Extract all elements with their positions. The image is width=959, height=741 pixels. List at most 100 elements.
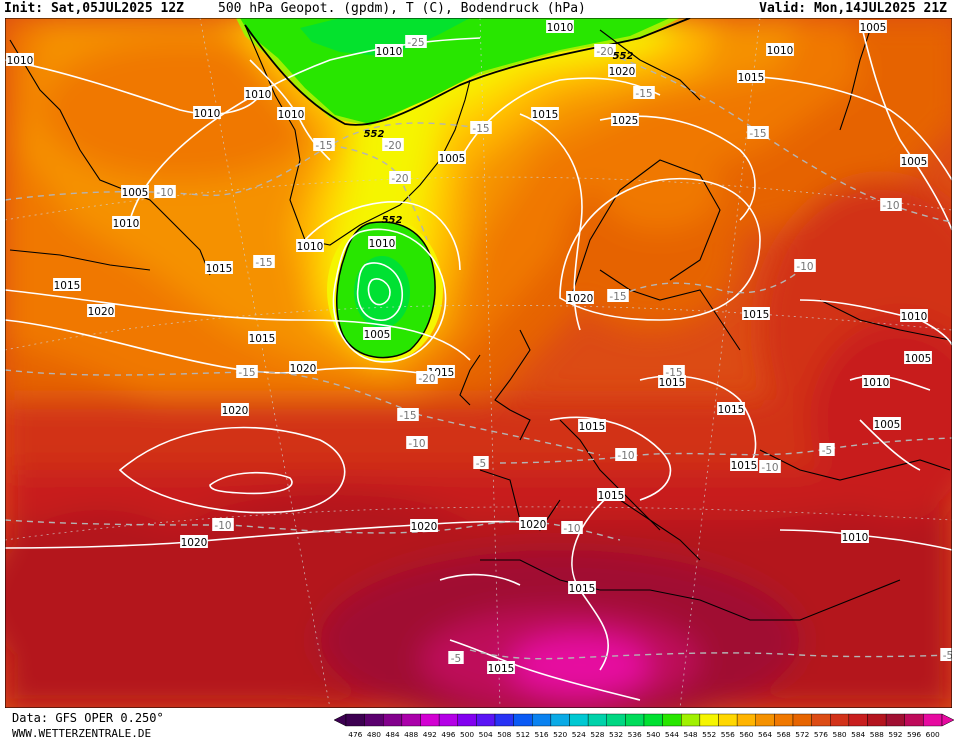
scale-color-cell	[401, 713, 421, 727]
isobar-label: 1020	[608, 64, 636, 78]
isobar-label-text: 1015	[718, 404, 745, 416]
isobar-label: 1015	[717, 402, 745, 416]
isotherm-label-text: -20	[418, 373, 435, 385]
color-scale-legend: 476 480 484 488 492 496 500 504 508 512 516 520 524 5…	[334, 713, 955, 739]
isotherm-label-text: -15	[472, 123, 489, 135]
scale-tick-label: 532	[609, 730, 623, 739]
isobar-label-text: 1005	[901, 156, 928, 168]
isobar-label: 1010	[244, 87, 272, 101]
isotherm-label: -15	[397, 408, 419, 422]
isotherm-label: -15	[253, 255, 275, 269]
isobar-label-text: 1015	[488, 663, 515, 675]
isobar-label: 1015	[248, 331, 276, 345]
isobar-label: 1005	[859, 20, 887, 34]
isobar-label-text: 1015	[579, 421, 606, 433]
isobar-label: 1005	[873, 417, 901, 431]
isobar-label: 1015	[742, 307, 770, 321]
isobar-label-text: 1020	[181, 537, 208, 549]
scale-tick-label: 568	[777, 730, 791, 739]
scale-tick-label: 536	[628, 730, 642, 739]
scale-color-cell	[792, 713, 812, 727]
isobar-label: 1015	[597, 488, 625, 502]
isobar-label-text: 1015	[532, 109, 559, 121]
map-title: 500 hPa Geopot. (gpdm), T (C), Bodendruc…	[218, 1, 586, 16]
scale-color-cell	[345, 713, 365, 727]
isotherm-label: -15	[236, 365, 258, 379]
scale-tick-label: 556	[721, 730, 735, 739]
isobar-label: 1020	[566, 291, 594, 305]
scale-color-cell	[755, 713, 775, 727]
scale-right-arrow	[941, 713, 955, 727]
isobar-label-text: 1010	[7, 55, 34, 67]
scale-color-cell	[736, 713, 756, 727]
isobar-label-text: 1020	[222, 405, 249, 417]
scale-color-cell	[532, 713, 552, 727]
isobar-label: 1015	[658, 375, 686, 389]
isobar-label: 1020	[519, 517, 547, 531]
isobar-label-text: 1020	[609, 66, 636, 78]
scale-color-cell	[867, 713, 887, 727]
isobar-label-text: 1005	[905, 353, 932, 365]
isobar-label: 1015	[205, 261, 233, 275]
isotherm-label-text: -20	[596, 46, 613, 58]
scale-color-cell	[494, 713, 514, 727]
isobar-label-text: 1010	[901, 311, 928, 323]
valid-time: Valid: Mon,14JUL2025 21Z	[759, 1, 947, 16]
isobar-label: 1015	[487, 661, 515, 675]
isotherm-label-text: -15	[399, 410, 416, 422]
scale-color-cell	[606, 713, 626, 727]
isobar-label-text: 1010	[842, 532, 869, 544]
isobar-label-text: 1020	[411, 521, 438, 533]
isobar-label-text: 1015	[54, 280, 81, 292]
scale-color-cell	[550, 713, 570, 727]
scale-color-cell	[476, 713, 496, 727]
map-header: Init: Sat,05JUL2025 12Z 500 hPa Geopot. …	[0, 0, 959, 18]
scale-color-cell	[587, 713, 607, 727]
isobar-label-text: 1015	[659, 377, 686, 389]
isotherm-label: -10	[615, 448, 637, 462]
isobar-label: 1015	[578, 419, 606, 433]
isotherm-label: -20	[416, 371, 438, 385]
isotherm-label: -15	[313, 138, 335, 152]
isotherm-label: -10	[561, 521, 583, 535]
scale-tick-label: 488	[404, 730, 418, 739]
isotherm-label: -15	[747, 126, 769, 140]
isotherm-label: -20	[594, 44, 616, 58]
isobar-label-text: 1010	[245, 89, 272, 101]
isotherm-label: -20	[389, 171, 411, 185]
isotherm-label: -10	[154, 185, 176, 199]
isobar-label-text: 1015	[738, 72, 765, 84]
isobar-label-text: 1010	[194, 108, 221, 120]
isotherm-label: -10	[794, 259, 816, 273]
coastlines	[9, 24, 951, 621]
scale-tick-label: 576	[814, 730, 828, 739]
isobar-label: 1015	[53, 278, 81, 292]
height-552-contour	[244, 18, 691, 126]
isotherm-label-text: -15	[635, 88, 652, 100]
isotherm-label: -15	[633, 86, 655, 100]
isobar-label: 1015	[531, 107, 559, 121]
isobar-label-text: 1015	[743, 309, 770, 321]
scale-tick-label: 588	[870, 730, 884, 739]
scale-color-cell	[830, 713, 850, 727]
isobar-label-text: 1005	[860, 22, 887, 34]
isobar-label: 1010	[193, 106, 221, 120]
isotherm-label-text: -5	[822, 445, 832, 457]
isotherm-label: -25	[405, 35, 427, 49]
height-label: 552	[613, 51, 634, 62]
scale-tick-label: 480	[367, 730, 381, 739]
scale-color-cell	[848, 713, 868, 727]
scale-color-cell	[569, 713, 589, 727]
scale-tick-label: 560	[739, 730, 753, 739]
scale-color-cell	[662, 713, 682, 727]
scale-tick-label: 544	[665, 730, 679, 739]
scale-tick-label: 496	[441, 730, 455, 739]
scale-tick-label: 516	[535, 730, 549, 739]
isotherm-label-text: -10	[408, 438, 425, 450]
isobar-label: 1005	[900, 154, 928, 168]
scale-color-cell	[681, 713, 701, 727]
scale-color-cell	[438, 713, 458, 727]
isobar-label-text: 1005	[439, 153, 466, 165]
isotherm-label-text: -5	[943, 650, 952, 662]
isotherm-label-text: -10	[882, 200, 899, 212]
